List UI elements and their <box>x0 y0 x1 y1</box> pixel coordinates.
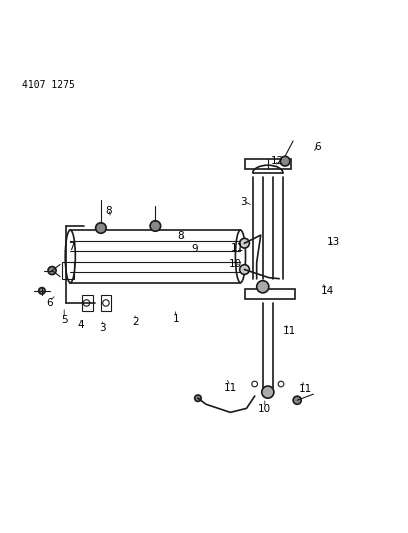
Text: 2: 2 <box>132 318 138 327</box>
Text: 14: 14 <box>321 286 334 296</box>
Circle shape <box>39 288 45 294</box>
Circle shape <box>48 266 56 274</box>
Ellipse shape <box>235 230 246 282</box>
Text: 11: 11 <box>231 243 244 253</box>
Text: 4: 4 <box>77 320 84 330</box>
Text: 12: 12 <box>271 156 284 166</box>
Text: 5: 5 <box>61 315 67 325</box>
Bar <box>82 295 93 311</box>
Bar <box>244 289 295 299</box>
Text: 10: 10 <box>228 259 242 269</box>
Text: 9: 9 <box>192 244 198 254</box>
Circle shape <box>262 386 274 398</box>
Bar <box>70 230 240 282</box>
Text: 11: 11 <box>224 383 237 393</box>
Ellipse shape <box>65 230 75 282</box>
Circle shape <box>195 395 201 401</box>
Text: 11: 11 <box>282 326 296 336</box>
Text: 7: 7 <box>68 242 75 252</box>
Circle shape <box>257 281 269 293</box>
Circle shape <box>280 156 290 166</box>
Text: 8: 8 <box>105 206 112 215</box>
Bar <box>62 262 74 279</box>
Circle shape <box>293 396 301 404</box>
Text: 6: 6 <box>314 142 321 152</box>
Text: 13: 13 <box>327 237 340 247</box>
Text: 3: 3 <box>100 323 106 333</box>
Bar <box>101 295 111 311</box>
Text: 4107 1275: 4107 1275 <box>22 80 75 90</box>
Circle shape <box>150 221 161 231</box>
Text: 10: 10 <box>258 404 271 414</box>
Bar <box>244 159 291 169</box>
Text: 3: 3 <box>240 197 246 207</box>
Circle shape <box>95 223 106 233</box>
Circle shape <box>239 238 249 248</box>
Circle shape <box>239 265 249 274</box>
Text: 6: 6 <box>46 298 53 308</box>
Text: 8: 8 <box>177 231 184 241</box>
Text: 11: 11 <box>299 384 312 394</box>
Text: 1: 1 <box>172 314 179 324</box>
